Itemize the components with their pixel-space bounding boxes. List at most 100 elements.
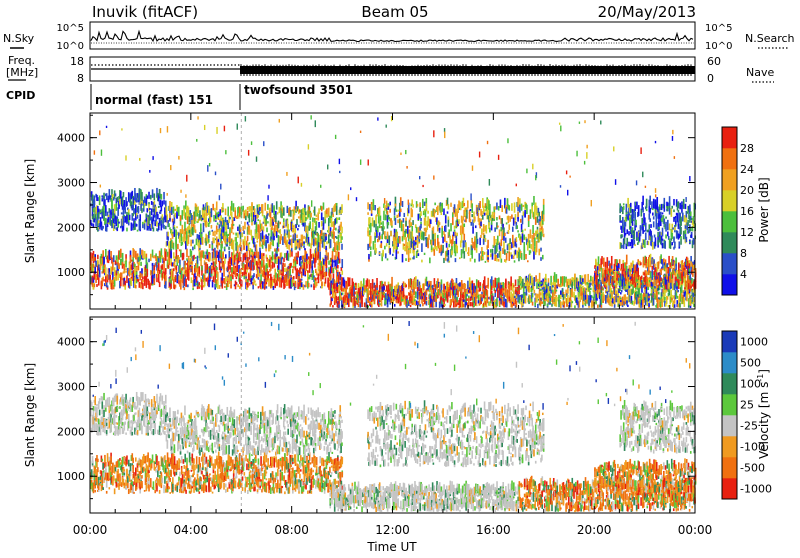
- scatter-cell-3291: [383, 226, 385, 229]
- scatter-cell-3498: [426, 203, 428, 211]
- scatter-cell-1995: [265, 234, 267, 239]
- scatter-cell-4114: [540, 289, 542, 291]
- scatter-cell-1607: [182, 225, 184, 234]
- scatter-cell-2705: [405, 284, 407, 287]
- scatter-cell-1543: [167, 232, 169, 236]
- scatter-cell-1546: [168, 223, 170, 227]
- scatter-cell-1183: [339, 259, 341, 264]
- freq-right-tick-top: 60: [707, 55, 721, 68]
- scatter-cell-750: [248, 274, 250, 280]
- scatter-cell-2224: [313, 239, 315, 246]
- scatter-cell-3264: [377, 226, 379, 232]
- scatter-cell-3963: [533, 196, 535, 205]
- scatter-cell-3862: [509, 238, 511, 244]
- scatter-cell-1837: [229, 233, 231, 242]
- scatter-cell-3968: [535, 217, 537, 225]
- scatter-cell-3699: [472, 242, 474, 249]
- scatter-cell-1826: [227, 234, 229, 236]
- scatter-cell-1605: [182, 210, 184, 219]
- scatter-cell-4252: [571, 300, 573, 308]
- scatter-cell-3247: [371, 207, 373, 214]
- scatter-cell-1783: [219, 209, 221, 216]
- scatter-cell-1413: [138, 206, 140, 212]
- scatter-cell-1268: [106, 226, 108, 231]
- scatter-cell-3940: [527, 260, 529, 262]
- scatter-cell-1530: [165, 226, 167, 229]
- scatter-cell-1116: [325, 277, 327, 283]
- scatter-cell-2006: [268, 233, 270, 235]
- scatter-cell-4187: [554, 272, 556, 282]
- scatter-cell-3756: [486, 225, 488, 231]
- scatter-cell-2350: [340, 222, 342, 228]
- scatter-cell-3938: [527, 244, 529, 250]
- scatter-cell-1570: [173, 206, 175, 213]
- scatter-cell-290: [152, 263, 154, 265]
- scatter-cell-4683: [661, 299, 663, 307]
- scatter-cell-3991: [539, 221, 541, 226]
- scatter-cell-3327: [390, 231, 392, 236]
- scatter-cell-847: [267, 271, 269, 278]
- scatter-cell-3676: [466, 210, 468, 219]
- scatter-cell-1524: [163, 192, 165, 200]
- scatter-cell-1771: [217, 223, 219, 225]
- scatter-cell-3567: [442, 237, 444, 243]
- scatter-cell-3729: [480, 222, 482, 227]
- scatter-cell-170: [125, 268, 127, 270]
- scatter-cell-2180: [303, 241, 305, 243]
- scatter-cell-3944: [528, 215, 530, 221]
- scatter-cell-1865: [237, 233, 239, 238]
- scatter-cell-2934: [456, 283, 458, 288]
- scatter-cell-3668: [463, 224, 465, 227]
- scatter-cell-1902: [247, 236, 249, 241]
- scatter-cell-4673: [659, 298, 661, 300]
- scatter-cell-771: [252, 285, 254, 289]
- scatter-cell-4262: [573, 294, 575, 296]
- scatter-cell-303: [155, 253, 157, 256]
- scatter-cell-2141: [296, 219, 298, 225]
- scatter-cell-2026: [272, 203, 274, 210]
- scatter-cell-3617: [453, 232, 455, 237]
- scatter-cell-1235: [99, 195, 101, 205]
- scatter-cell-4498: [622, 297, 624, 306]
- scatter-cell-4014: [543, 214, 545, 222]
- scatter-cell-3205: [515, 287, 517, 290]
- scatter-cell-1989: [264, 203, 266, 211]
- scatter-cell-2620: [387, 304, 389, 307]
- scatter-cell-3859: [508, 251, 510, 261]
- station-title: Inuvik (fitACF): [92, 3, 198, 21]
- scatter-cell-3483: [423, 232, 425, 240]
- scatter-cell-3746: [484, 209, 486, 211]
- scatter-cell-2276: [324, 219, 326, 223]
- scatter-cell-3287: [382, 221, 384, 227]
- scatter-cell-3705: [474, 259, 476, 263]
- scatter-cell-2014: [270, 243, 272, 249]
- noise-left-tick-bottom: 10^0: [57, 41, 84, 52]
- freq-right-tick-bottom: 0: [707, 72, 714, 85]
- scatter-cell-3697: [471, 250, 473, 259]
- scatter-cell-1469: [150, 195, 152, 200]
- scatter-cell-3929: [524, 229, 526, 231]
- scatter-cell-293: [153, 256, 155, 259]
- scatter-cell-1744: [211, 225, 213, 229]
- scatter-cell-4069: [529, 287, 531, 292]
- scatter-cell-824: [263, 256, 265, 258]
- scatter-cell-3158: [502, 282, 504, 288]
- scatter-cell-870: [273, 286, 275, 290]
- scatter-cell-2212: [310, 213, 312, 218]
- scatter-cell-396: [176, 265, 178, 270]
- scatter-cell-1553: [169, 201, 171, 211]
- scatter-cell-1038: [308, 283, 310, 287]
- scatter-cell-3946: [529, 240, 531, 248]
- scatter-cell-1152: [332, 251, 334, 260]
- scatter-cell-3215: [517, 291, 519, 294]
- scatter-cell-2284: [326, 214, 328, 217]
- scatter-cell-3515: [431, 240, 433, 246]
- scatter-cell-437: [184, 287, 186, 290]
- scatter-cell-670: [232, 275, 234, 279]
- scatter-cell-3347: [396, 209, 398, 211]
- scatter-cell-2711: [406, 295, 408, 298]
- scatter-cell-682: [235, 268, 237, 277]
- scatter-cell-2438: [349, 277, 351, 286]
- scatter-cell-1350: [123, 219, 125, 226]
- scatter-cell-2055: [278, 235, 280, 244]
